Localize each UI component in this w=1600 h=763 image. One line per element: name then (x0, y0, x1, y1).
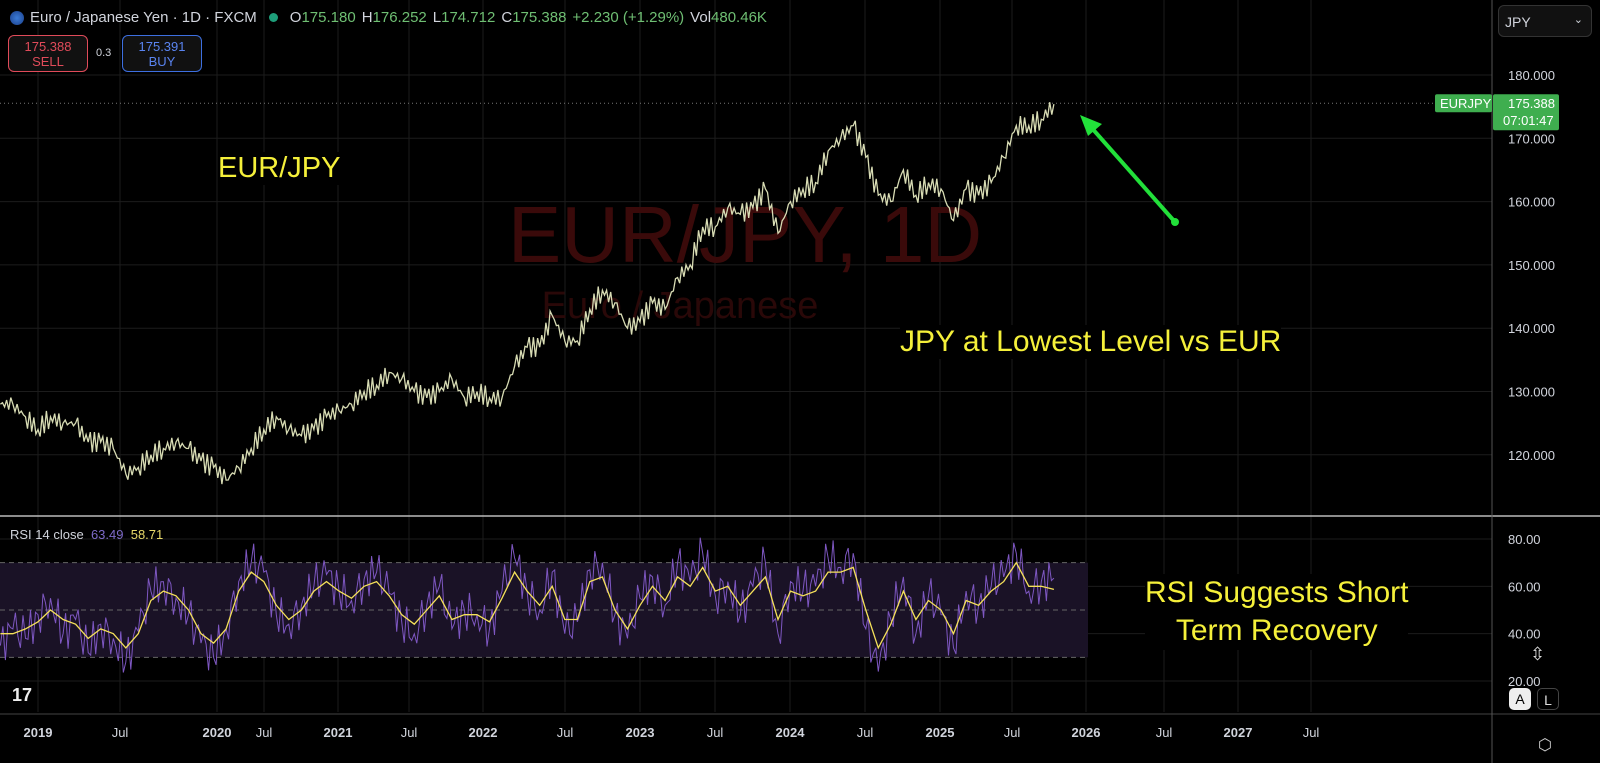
price-axis-label: 150.000 (1508, 258, 1555, 273)
volume-label: Vol (690, 9, 712, 26)
rsi-legend[interactable]: RSI 14 close 63.49 58.71 (10, 527, 163, 542)
currency-select[interactable]: JPY ⌄ (1498, 5, 1592, 37)
annotation-arrow-tail (1171, 218, 1179, 226)
annotation-title: EUR/JPY (218, 152, 341, 185)
time-axis-label: Jul (401, 725, 418, 740)
buy-price: 175.391 (138, 39, 186, 54)
annotation-rsi-note: RSI Suggests Short Term Recovery (1145, 574, 1409, 650)
price-tag-countdown: 07:01:47 (1503, 113, 1554, 128)
price-tag-price: 175.388 (1508, 96, 1555, 111)
symbol-header: Euro / Japanese Yen · 1D · FXCM O175.180… (10, 9, 767, 26)
close-value: 175.388 (512, 9, 567, 26)
time-axis-label: Jul (707, 725, 724, 740)
auto-scale-button[interactable]: A (1509, 688, 1531, 710)
time-axis-label: Jul (857, 725, 874, 740)
rsi-ma-value: 58.71 (130, 527, 164, 542)
high-value: 176.252 (372, 9, 427, 26)
rsi-note-line-2: Term Recovery (1175, 614, 1378, 647)
price-axis-label: 170.000 (1508, 131, 1555, 146)
rsi-label: RSI 14 close (10, 527, 84, 542)
sell-price: 175.388 (24, 39, 72, 54)
price-axis-label: 120.000 (1508, 448, 1555, 463)
spread: 0.3 (96, 47, 112, 59)
time-axis-label: Jul (1156, 725, 1173, 740)
time-axis-label: Jul (1303, 725, 1320, 740)
eur-jpy-flag-icon (10, 10, 24, 25)
buy-button[interactable]: 175.391 BUY (122, 35, 202, 72)
time-axis-label: 2026 (1072, 725, 1101, 740)
time-axis-label: Jul (557, 725, 574, 740)
rsi-value: 63.49 (90, 527, 124, 542)
price-tag-symbol-bg (1435, 94, 1492, 113)
price-axis-label: 160.000 (1508, 195, 1555, 210)
time-axis-label: Jul (112, 725, 129, 740)
time-axis-label: Jul (1004, 725, 1021, 740)
change-value: +2.230 (+1.29%) (572, 9, 685, 26)
price-tag-symbol: EURJPY (1440, 96, 1492, 111)
time-axis-label: 2020 (203, 725, 232, 740)
price-axis-label: 140.000 (1508, 321, 1555, 336)
sell-label: SELL (32, 54, 64, 69)
volume-value: 480.46K (711, 9, 767, 26)
rsi-axis-label: 40.00 (1508, 627, 1541, 642)
low-label: L (432, 9, 442, 26)
price-tag-bg (1493, 94, 1559, 131)
settings-icon[interactable]: ⬡ (1538, 737, 1552, 754)
time-axis-label: 2021 (324, 725, 353, 740)
market-status-icon (268, 13, 278, 22)
symbol-title[interactable]: Euro / Japanese Yen · 1D · FXCM (30, 9, 257, 26)
log-scale-button[interactable]: L (1537, 688, 1559, 710)
open-value: 175.180 (301, 9, 356, 26)
annotation-price-note: JPY at Lowest Level vs EUR (900, 325, 1282, 359)
annotation-arrow (1088, 124, 1177, 224)
time-axis-label: 2022 (469, 725, 498, 740)
high-label: H (361, 9, 373, 26)
time-axis-label: 2024 (776, 725, 806, 740)
price-axis-label: 130.000 (1508, 385, 1555, 400)
buy-label: BUY (148, 54, 176, 69)
low-value: 174.712 (441, 9, 496, 26)
time-axis-label: 2027 (1224, 725, 1253, 740)
resize-pane-icon[interactable]: ⇳ (1530, 644, 1546, 664)
rsi-note-line-1: RSI Suggests Short (1145, 576, 1409, 609)
rsi-axis-label: 20.00 (1508, 674, 1541, 689)
price-axis-label: 180.000 (1508, 68, 1555, 83)
open-label: O (289, 9, 302, 26)
close-label: C (501, 9, 513, 26)
rsi-axis-label: 80.00 (1508, 532, 1541, 547)
sell-button[interactable]: 175.388 SELL (8, 35, 88, 72)
tradingview-logo: 17 (12, 685, 33, 705)
rsi-axis-label: 60.00 (1508, 579, 1541, 594)
time-axis-label: 2023 (626, 725, 655, 740)
rsi-ma-series (0, 561, 1055, 650)
price-series (0, 102, 1055, 485)
annotation-arrow-head (1080, 115, 1102, 136)
watermark-subtitle: Euro / Japanese (542, 285, 819, 327)
chevron-down-icon: ⌄ (1573, 14, 1583, 26)
watermark-title: EUR/JPY, 1D (508, 190, 982, 279)
currency-value: JPY (1505, 14, 1531, 30)
time-axis-label: 2025 (926, 725, 955, 740)
time-axis-label: 2019 (24, 725, 53, 740)
time-axis-label: Jul (256, 725, 273, 740)
